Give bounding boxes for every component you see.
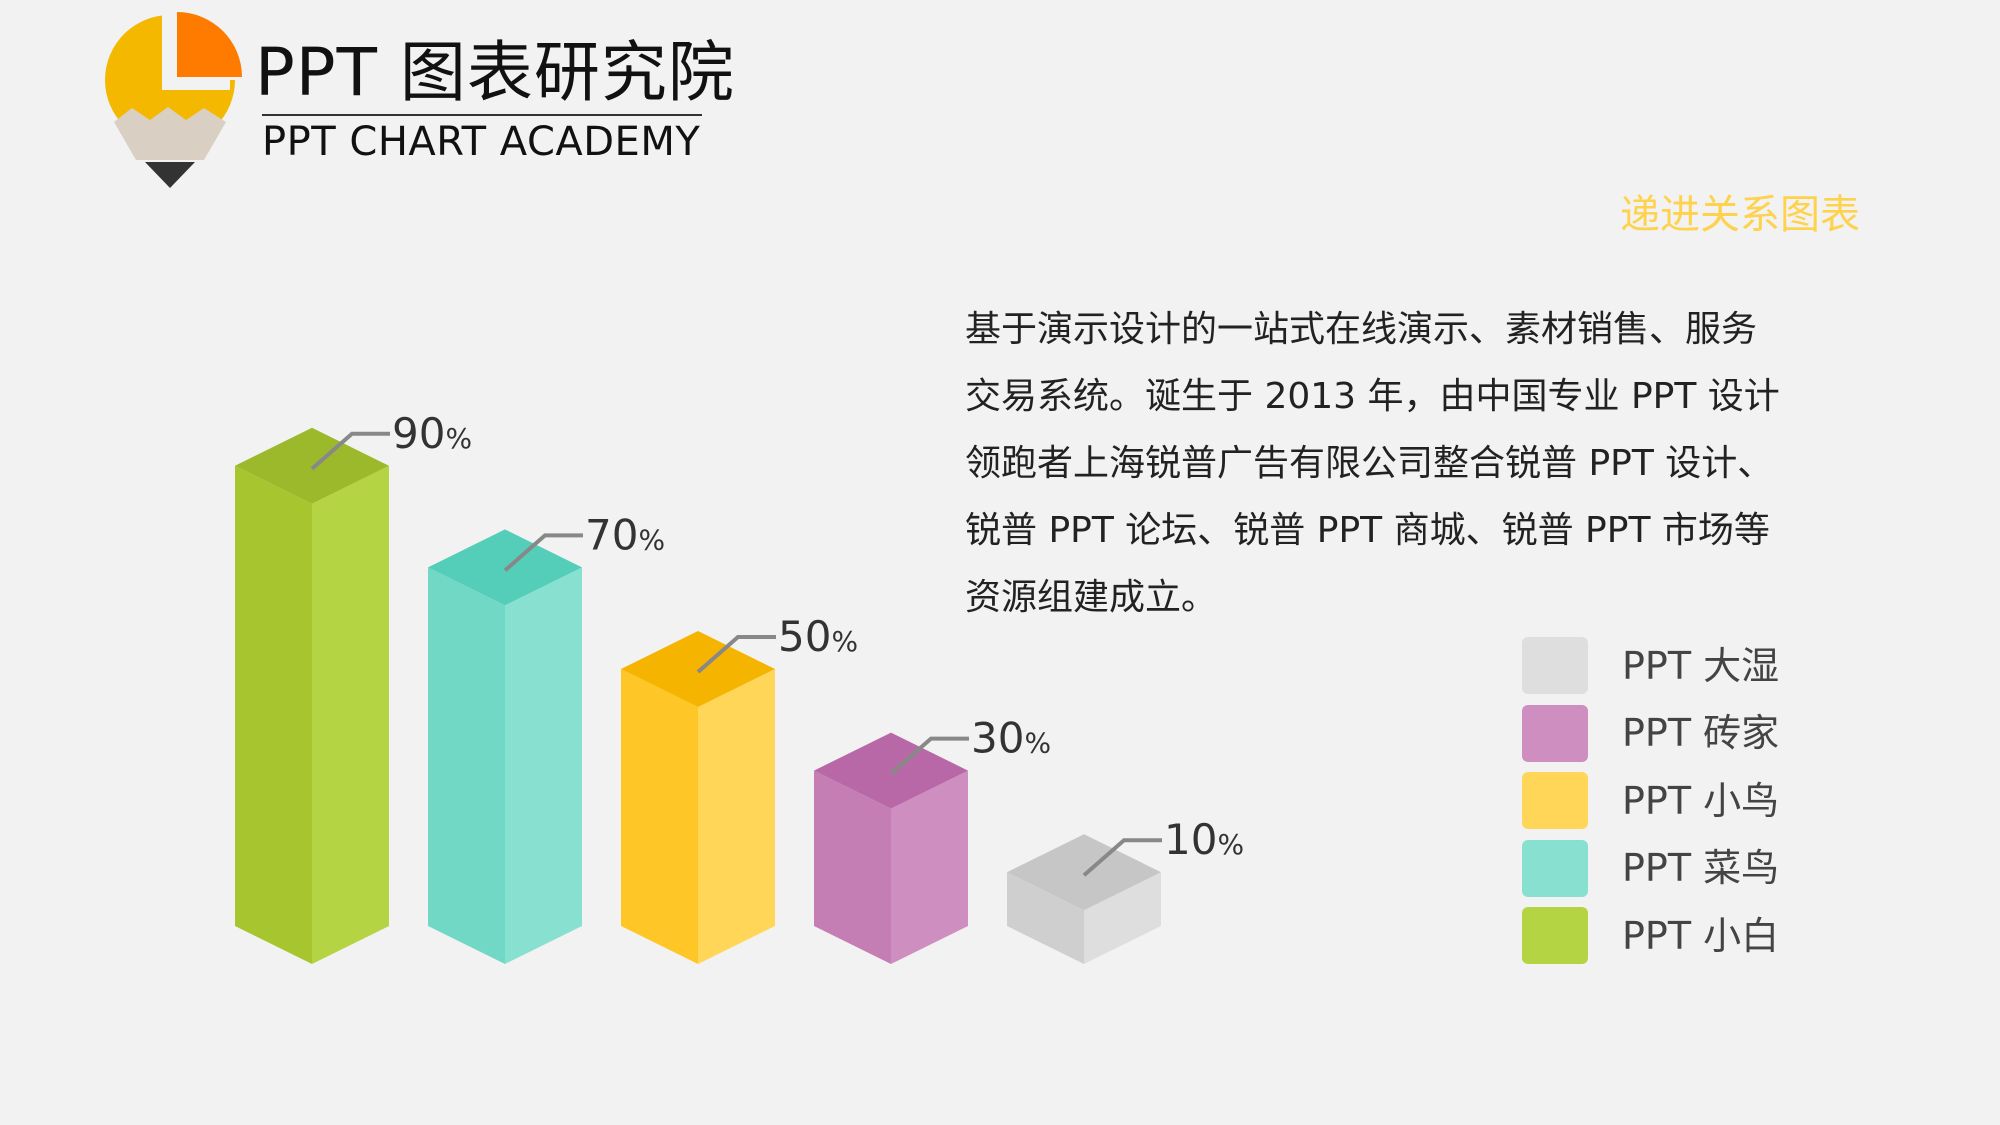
bar-right-face (505, 567, 582, 964)
bar-left-face (428, 567, 505, 964)
legend-swatch (1522, 772, 1588, 830)
bar-value-unit: % (445, 422, 472, 455)
slide-subtitle: 递进关系图表 (1620, 192, 1860, 238)
legend-item: PPT 小鸟 (1522, 767, 1779, 835)
legend-label: PPT 小白 (1622, 913, 1780, 958)
chart-legend: PPT 大湿 PPT 砖家 PPT 小鸟 PPT 菜鸟 PPT 小白 (1522, 632, 1779, 970)
legend-item: PPT 大湿 (1522, 632, 1779, 700)
bar-left-face (235, 465, 312, 964)
legend-item: PPT 砖家 (1522, 700, 1779, 768)
bar-value-label: 70% (585, 510, 665, 559)
legend-item: PPT 菜鸟 (1522, 835, 1779, 903)
legend-label: PPT 砖家 (1622, 711, 1780, 756)
legend-swatch (1522, 704, 1588, 762)
bar-leader-line (889, 736, 969, 776)
bar-top-face (235, 427, 389, 504)
legend-label: PPT 大湿 (1622, 643, 1780, 688)
bar-value-unit: % (638, 523, 665, 556)
pencil-chart-logo-icon (105, 12, 242, 188)
brand-divider (262, 114, 702, 116)
bar-value-unit: % (1217, 828, 1244, 861)
bar-right-face (698, 669, 775, 964)
bar-value-label: 10% (1164, 815, 1244, 864)
bar-leader-line (310, 431, 390, 471)
bar-value-label: 90% (392, 409, 472, 458)
bar-left-face (814, 770, 891, 964)
bar-value-label: 30% (971, 714, 1051, 763)
legend-label: PPT 菜鸟 (1622, 846, 1780, 891)
bar-value-label: 50% (778, 612, 858, 661)
bar-top-face (621, 631, 775, 707)
bar-leader-line (1082, 838, 1162, 877)
progression-bar-chart: 90% 70% 50% 30% 10% (235, 409, 1244, 964)
bar-top-face (1007, 834, 1161, 911)
legend-swatch (1522, 637, 1588, 695)
bar-left-face (1007, 872, 1084, 964)
bar-value-unit: % (1024, 727, 1051, 760)
bar-top-face (814, 732, 968, 809)
legend-swatch (1522, 839, 1588, 897)
legend-label: PPT 小鸟 (1622, 778, 1780, 823)
bar-top-face (428, 529, 582, 606)
bar-leader-line (696, 635, 776, 674)
bar-left-face (621, 669, 698, 964)
bar-value-unit: % (831, 625, 858, 658)
bar-right-face (1084, 872, 1161, 964)
description-paragraph: 基于演示设计的一站式在线演示、素材销售、服务交易系统。诞生于 2013 年，由中… (965, 309, 1780, 618)
bar-leader-line (503, 533, 583, 572)
legend-item: PPT 小白 (1522, 902, 1779, 970)
brand-title-cn: PPT 图表研究院 (255, 34, 735, 111)
legend-swatch (1522, 907, 1588, 965)
bar-right-face (312, 465, 389, 964)
bar-right-face (891, 770, 968, 964)
brand-title-en: PPT CHART ACADEMY (262, 119, 701, 165)
